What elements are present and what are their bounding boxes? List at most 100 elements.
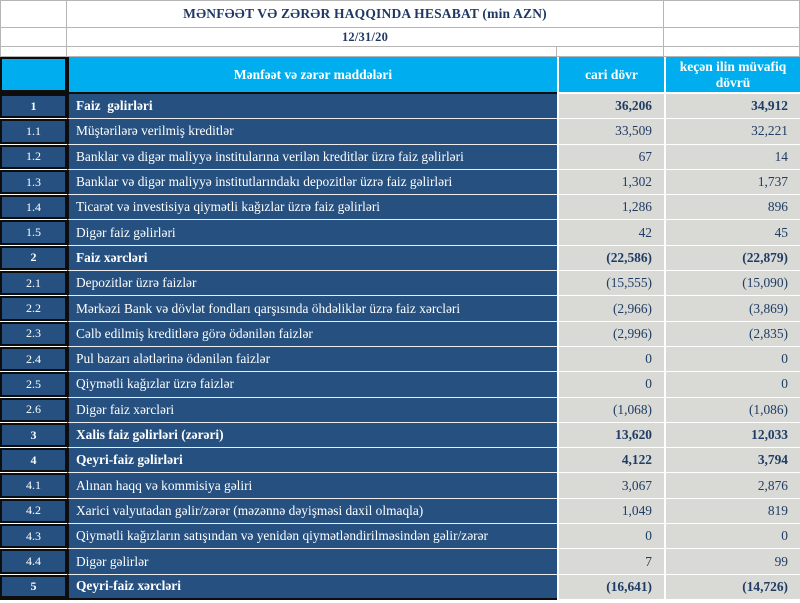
row-label-cell: Faiz xərcləri [67,245,557,272]
row-number-cell: 2.4 [0,346,67,373]
row-current-value-cell: (2,996) [557,321,664,347]
table-row: 2.5 Qiymətli kağızlar üzrə faizlər 0 0 [0,372,800,398]
table-row: 2.3 Cəlb edilmiş kreditlərə görə ödənilən… [0,321,800,347]
row-label-cell: Digər faiz xərcləri [67,397,557,423]
row-number-cell: 3 [0,422,67,449]
title-row-left-cell [0,1,67,28]
row-current-value-cell: 13,620 [557,422,664,449]
row-current-value-cell: 0 [557,372,664,398]
row-label-cell: Depozitlər üzrə faizlər [67,271,557,297]
row-previous-value-cell: 12,033 [664,422,800,449]
row-previous-value-cell: 99 [664,549,800,575]
row-previous-value-cell: (2,835) [664,321,800,347]
row-previous-value-cell: 32,221 [664,119,800,145]
row-number-cell: 2.1 [0,271,67,297]
row-number-cell: 2.2 [0,296,67,322]
row-number-cell: 1.3 [0,169,67,196]
row-current-value-cell: 67 [557,144,664,170]
row-current-value-cell: 4,122 [557,448,664,474]
row-current-value-cell: 0 [557,524,664,550]
table-row: 4.4 Digər gəlirlər 7 99 [0,549,800,575]
row-number-cell: 4.4 [0,549,67,575]
row-label-cell: Digər faiz gəlirləri [67,220,557,246]
row-number-cell: 1.4 [0,195,67,221]
row-current-value-cell: 1,302 [557,169,664,196]
table-row: 1.5 Digər faiz gəlirləri 42 45 [0,220,800,246]
row-label-cell: Müştərilərə verilmiş kreditlər [67,119,557,145]
row-previous-value-cell: 2,876 [664,473,800,499]
row-current-value-cell: 0 [557,346,664,373]
row-label-cell: Qiymətli kağızlar üzrə faizlər [67,372,557,398]
row-previous-value-cell: 45 [664,220,800,246]
row-label-cell: Pul bazarı alətlərinə ödənilən faizlər [67,346,557,373]
table-row: 4.3 Qiymətli kağızların satışından və yen… [0,524,800,550]
row-label-cell: Cəlb edilmiş kreditlərə görə ödənilən fa… [67,321,557,347]
spacer-cell [67,47,557,57]
row-current-value-cell: 7 [557,549,664,575]
column-header-row: Mənfəət və zərər maddələri cari dövr keç… [0,57,800,94]
row-label-cell: Alınan haqq və kommisiya gəliri [67,473,557,499]
row-current-value-cell: (15,555) [557,271,664,297]
date-row: 12/31/20 [0,28,800,47]
report-title: MƏNFƏƏT VƏ ZƏRƏR HAQQINDA HESABAT (min A… [67,1,664,28]
table-row: 1.4 Ticarət və investisiya qiymətli kağız… [0,195,800,221]
table-row: 1.1 Müştərilərə verilmiş kreditlər 33,509 3… [0,119,800,145]
row-label-cell: Banklar və digər maliyyə institularına v… [67,144,557,170]
row-current-value-cell: 42 [557,220,664,246]
table-row: 2.6 Digər faiz xərcləri (1,068) (1,086) [0,397,800,423]
row-previous-value-cell: 0 [664,372,800,398]
previous-period-column-header: keçən ilin müvafiq dövrü [664,57,800,94]
row-previous-value-cell: (3,869) [664,296,800,322]
table-row: 4.2 Xarici valyutadan gəlir/zərər (məzənn… [0,498,800,525]
table-row: 2 Faiz xərcləri (22,586) (22,879) [0,245,800,272]
row-number-cell: 2.3 [0,321,67,347]
report-date: 12/31/20 [67,28,664,47]
row-previous-value-cell: 34,912 [664,94,800,120]
table-row: 3 Xalis faiz gəlirləri (zərəri) 13,620 12,0… [0,422,800,449]
row-number-cell: 5 [0,574,67,600]
row-number-column-header [0,57,67,94]
row-current-value-cell: 1,049 [557,498,664,525]
items-column-header: Mənfəət və zərər maddələri [67,57,557,94]
row-label-cell: Xalis faiz gəlirləri (zərəri) [67,422,557,449]
row-number-cell: 2 [0,245,67,272]
row-previous-value-cell: (15,090) [664,271,800,297]
table-row: 2.1 Depozitlər üzrə faizlər (15,555) (15,09… [0,271,800,297]
row-current-value-cell: 36,206 [557,94,664,120]
row-label-cell: Qeyri-faiz gəlirləri [67,448,557,474]
current-period-column-header: cari dövr [557,57,664,94]
row-previous-value-cell: 1,737 [664,169,800,196]
row-current-value-cell: (22,586) [557,245,664,272]
row-current-value-cell: (2,966) [557,296,664,322]
row-previous-value-cell: 0 [664,346,800,373]
row-number-cell: 2.5 [0,372,67,398]
row-previous-value-cell: 819 [664,498,800,525]
date-row-left-cell [0,28,67,47]
spacer-cell [557,47,664,57]
row-current-value-cell: (16,641) [557,574,664,600]
row-previous-value-cell: 896 [664,195,800,221]
row-label-cell: Qiymətli kağızların satışından və yenidə… [67,524,557,550]
row-number-cell: 1.2 [0,144,67,170]
row-previous-value-cell: (1,086) [664,397,800,423]
row-label-cell: Mərkəzi Bank və dövlət fondları qarşısın… [67,296,557,322]
spacer-cell [664,47,800,57]
title-row: MƏNFƏƏT VƏ ZƏRƏR HAQQINDA HESABAT (min A… [0,0,800,28]
row-previous-value-cell: (22,879) [664,245,800,272]
row-label-cell: Digər gəlirlər [67,549,557,575]
table-row: 4 Qeyri-faiz gəlirləri 4,122 3,794 [0,448,800,474]
date-row-right-cell [664,28,800,47]
row-number-cell: 1.1 [0,119,67,145]
row-number-cell: 2.6 [0,397,67,423]
table-row: 2.2 Mərkəzi Bank və dövlət fondları qarşı… [0,296,800,322]
table-body: 1 Faiz gəlirləri 36,206 34,912 1.1 Müştərilər… [0,94,800,600]
table-row: 4.1 Alınan haqq və kommisiya gəliri 3,067 2… [0,473,800,499]
row-label-cell: Banklar və digər maliyyə institutlarında… [67,169,557,196]
row-previous-value-cell: 3,794 [664,448,800,474]
table-row: 2.4 Pul bazarı alətlərinə ödənilən faizlə… [0,346,800,373]
row-number-cell: 4 [0,448,67,474]
row-current-value-cell: (1,068) [557,397,664,423]
row-number-cell: 1.5 [0,220,67,246]
row-label-cell: Xarici valyutadan gəlir/zərər (məzənnə d… [67,498,557,525]
table-row: 1.2 Banklar və digər maliyyə instituların… [0,144,800,170]
